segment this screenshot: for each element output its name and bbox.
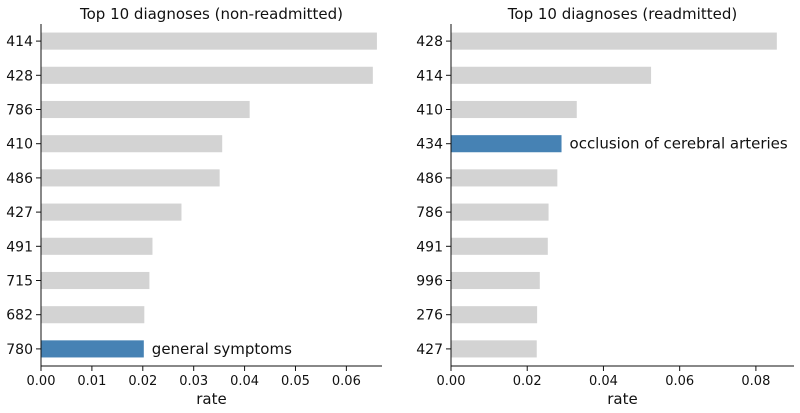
bar-434 [451, 135, 562, 153]
x-tick-label: 0.06 [332, 374, 361, 389]
bar-428 [41, 66, 373, 84]
y-tick-label: 427 [6, 205, 33, 221]
x-tick-label: 0.04 [589, 374, 618, 389]
x-axis-label: rate [196, 390, 226, 408]
chart-panel-non-readmitted: Top 10 diagnoses (non-readmitted) rate 4… [6, 5, 382, 408]
y-tick-label: 780 [6, 342, 33, 358]
y-tick-label: 486 [416, 171, 443, 187]
y-tick-label: 428 [6, 68, 33, 84]
chart-panel-readmitted: Top 10 diagnoses (readmitted) rate 428 41… [416, 5, 794, 408]
y-tick-label: 682 [6, 308, 33, 324]
y-tick-label: 786 [6, 103, 33, 119]
highlight-annotation: occlusion of cerebral arteries [570, 135, 788, 153]
bar-427 [451, 340, 537, 358]
x-tick-label: 0.00 [27, 374, 56, 389]
chart-marks: 428 414 410 434 occlusion of cerebral arteri… [416, 24, 794, 389]
bar-414 [451, 66, 652, 84]
bar-786 [451, 203, 549, 221]
chart-marks: 414 428 786 410 486 427 491 715 682 780 general sy… [6, 24, 382, 389]
chart-title: Top 10 diagnoses (readmitted) [507, 5, 737, 23]
y-tick-label: 491 [6, 239, 33, 255]
y-tick-label: 491 [416, 239, 443, 255]
bar-276 [451, 306, 538, 324]
bar-410 [451, 100, 577, 119]
x-tick-label: 0.00 [437, 374, 466, 389]
bar-996 [451, 271, 540, 290]
x-tick-label: 0.08 [741, 374, 770, 389]
y-tick-label: 434 [416, 137, 443, 153]
y-tick-label: 715 [6, 274, 33, 290]
x-tick-label: 0.01 [77, 374, 106, 389]
x-tick-label: 0.05 [281, 374, 310, 389]
bar-682 [41, 306, 145, 324]
highlight-annotation: general symptoms [152, 340, 292, 358]
chart-title: Top 10 diagnoses (non-readmitted) [79, 5, 343, 23]
bar-428 [451, 32, 777, 50]
y-tick-label: 428 [416, 34, 443, 50]
bar-715 [41, 271, 150, 290]
bar-486 [451, 169, 558, 187]
bar-427 [41, 203, 182, 221]
x-tick-label: 0.02 [513, 374, 542, 389]
y-tick-label: 276 [416, 308, 443, 324]
bar-410 [41, 135, 223, 153]
y-tick-label: 414 [416, 68, 443, 84]
bar-414 [41, 32, 377, 50]
y-tick-label: 410 [6, 137, 33, 153]
bar-491 [451, 237, 548, 255]
x-tick-label: 0.02 [128, 374, 157, 389]
bar-486 [41, 169, 220, 187]
x-tick-label: 0.06 [665, 374, 694, 389]
y-tick-label: 786 [416, 205, 443, 221]
y-tick-label: 414 [6, 34, 33, 50]
y-tick-label: 410 [416, 103, 443, 119]
x-tick-label: 0.03 [179, 374, 208, 389]
bar-491 [41, 237, 153, 255]
bar-786 [41, 100, 250, 119]
y-tick-label: 427 [416, 342, 443, 358]
bar-780 [41, 340, 144, 358]
x-tick-label: 0.04 [230, 374, 259, 389]
y-tick-label: 486 [6, 171, 33, 187]
x-axis-label: rate [607, 390, 637, 408]
y-tick-label: 996 [416, 274, 443, 290]
